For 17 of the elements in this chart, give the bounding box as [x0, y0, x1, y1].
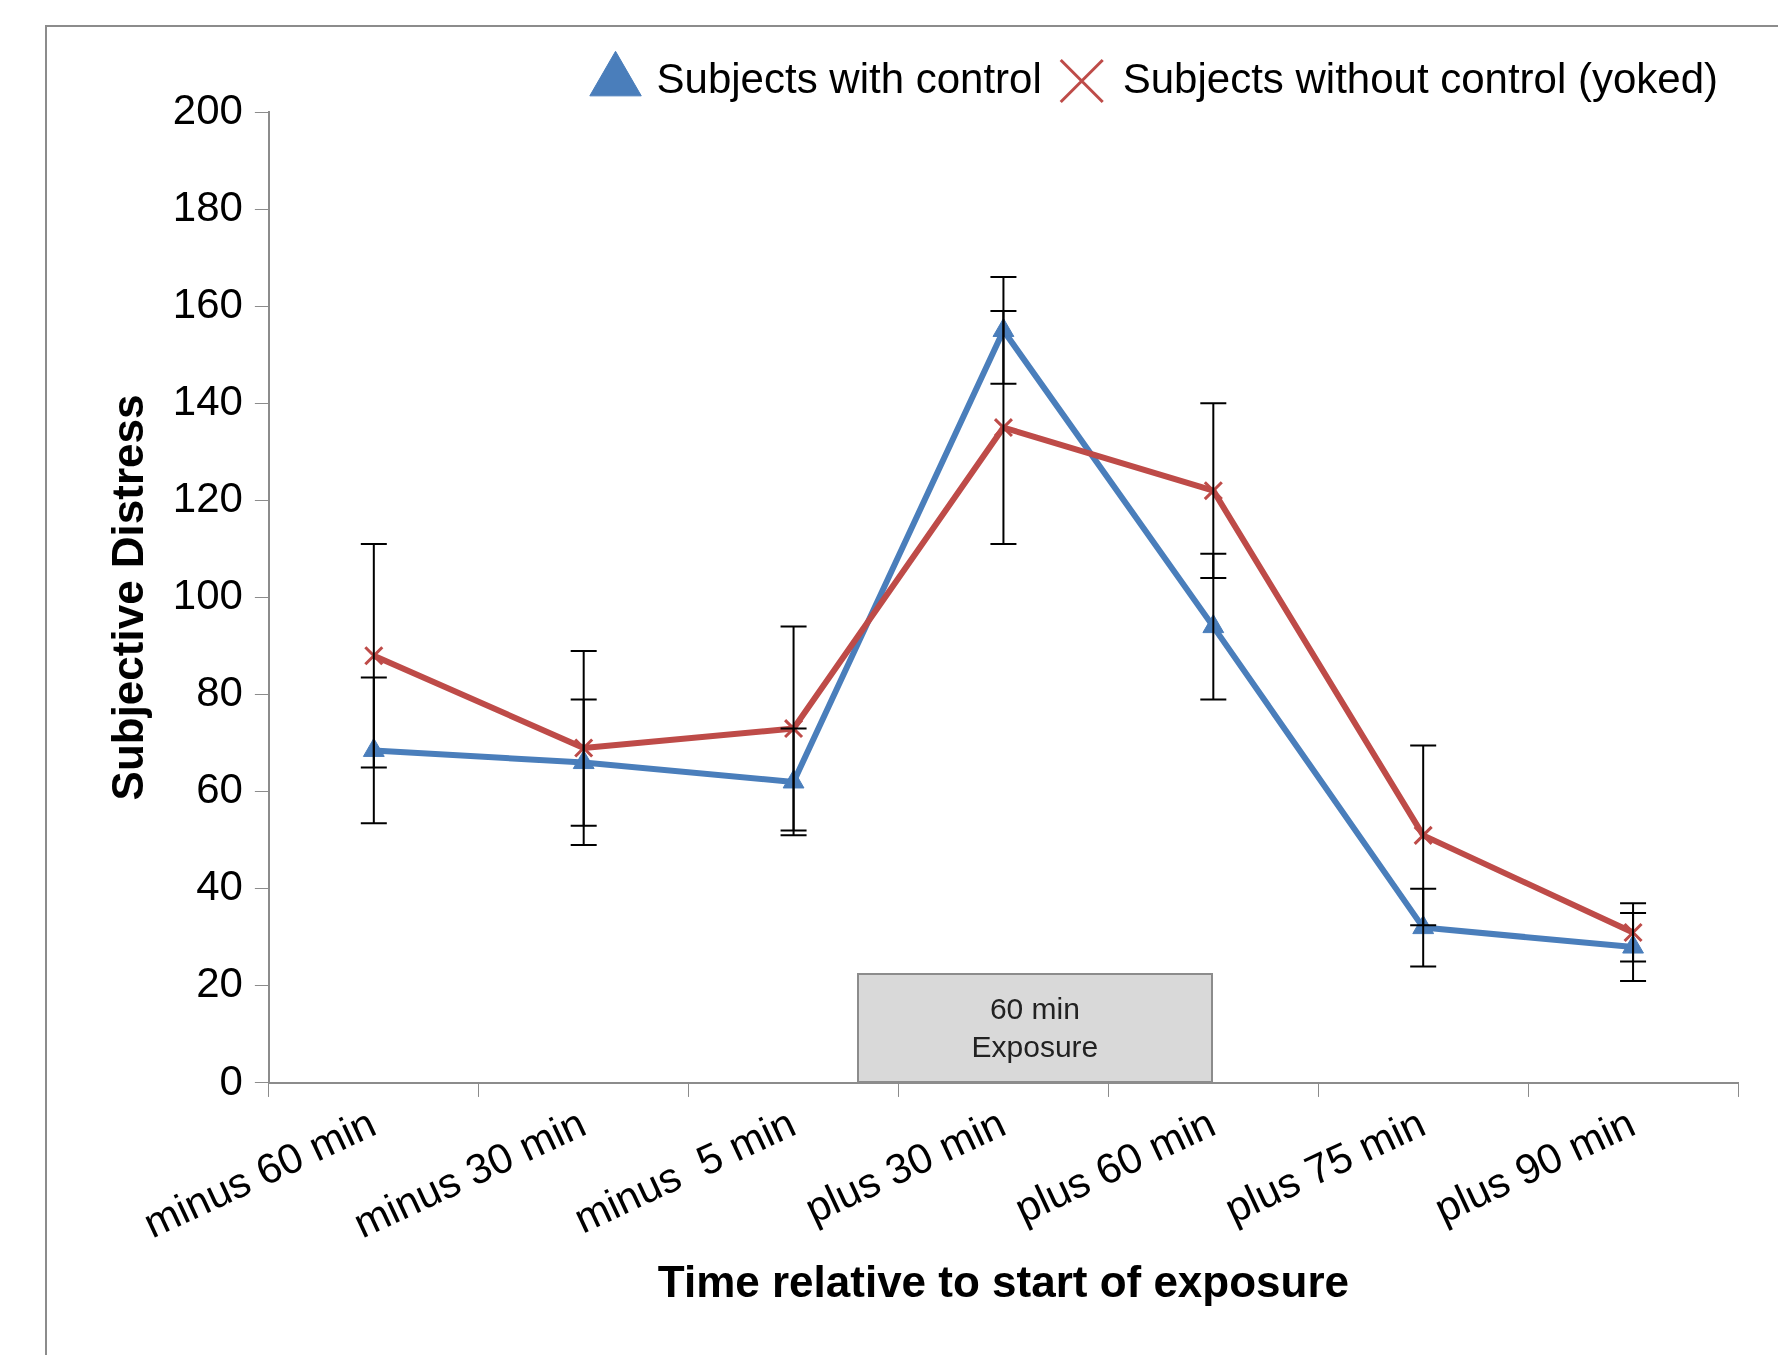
y-tick-label: 140 [172, 376, 243, 424]
y-tick-label: 120 [172, 473, 243, 521]
y-tick-label: 20 [196, 959, 243, 1007]
y-tick-label: 40 [196, 862, 243, 910]
y-tick-label: 0 [219, 1056, 243, 1104]
legend-label: Subjects with control [656, 54, 1042, 102]
y-tick-label: 180 [172, 182, 243, 230]
y-tick-label: 80 [196, 668, 243, 716]
x-axis-title: Time relative to start of exposure [657, 1256, 1350, 1306]
y-tick-label: 160 [172, 279, 243, 327]
y-tick-label: 100 [172, 571, 243, 619]
y-tick-label: 200 [172, 85, 243, 133]
y-axis-title: Subjective Distress [102, 394, 152, 801]
point [363, 645, 384, 666]
exposure-box: 60 min Exposure [856, 972, 1214, 1083]
y-tick-label: 60 [196, 765, 243, 813]
legend-label: Subjects without control (yoked) [1122, 54, 1718, 102]
